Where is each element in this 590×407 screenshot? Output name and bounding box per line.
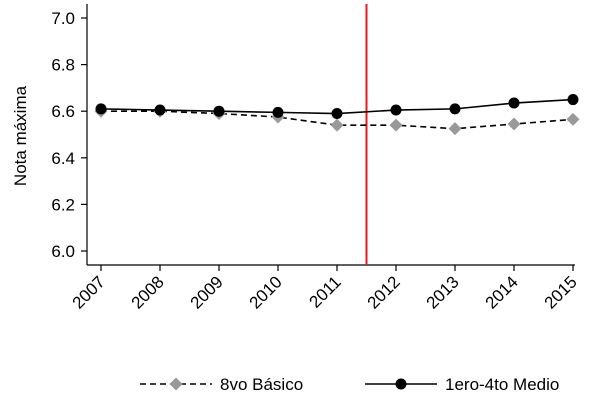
y-tick-label: 6.4 xyxy=(51,149,75,168)
series-line xyxy=(101,110,574,130)
series-1ero-4to-medio xyxy=(95,94,579,120)
series-layer xyxy=(94,94,580,136)
x-tick-label: 2007 xyxy=(69,272,109,312)
data-point xyxy=(272,106,284,118)
y-tick-label: 6.0 xyxy=(51,242,75,261)
x-tick-label: 2015 xyxy=(541,272,581,312)
data-point xyxy=(448,122,462,136)
data-point xyxy=(449,103,461,115)
y-tick-label: 6.6 xyxy=(51,102,75,121)
x-axis: 2007 2008 2009 2010 2011 2012 2013 2014 2015 xyxy=(69,264,581,313)
data-point xyxy=(508,97,520,109)
data-point xyxy=(154,104,166,116)
y-tick-label: 6.2 xyxy=(51,195,75,214)
data-point xyxy=(213,105,225,117)
x-tick-label: 2010 xyxy=(246,272,286,312)
y-axis-label: Nota máxima xyxy=(11,85,30,186)
x-tick-label: 2014 xyxy=(482,272,522,312)
legend-marker xyxy=(395,378,407,390)
legend-marker xyxy=(169,377,183,391)
data-point xyxy=(567,94,579,106)
x-tick-label: 2008 xyxy=(128,272,168,312)
data-point xyxy=(95,103,107,115)
y-axis: 6.0 6.2 6.4 6.6 6.8 7.0 xyxy=(51,4,88,265)
data-point xyxy=(566,112,580,126)
data-point xyxy=(330,118,344,132)
legend-label: 8vo Básico xyxy=(220,375,303,394)
data-point xyxy=(331,108,343,120)
y-tick-label: 7.0 xyxy=(51,9,75,28)
x-tick-label: 2011 xyxy=(306,272,345,311)
data-point xyxy=(390,104,402,116)
legend-item: 8vo Básico xyxy=(140,375,303,394)
y-tick-label: 6.8 xyxy=(51,56,75,75)
x-tick-label: 2012 xyxy=(364,272,404,312)
legend-item: 1ero-4to Medio xyxy=(365,375,559,394)
legend: 8vo Básico 1ero-4to Medio xyxy=(140,375,559,394)
data-point xyxy=(507,117,521,131)
legend-label: 1ero-4to Medio xyxy=(445,375,559,394)
x-tick-label: 2013 xyxy=(423,272,463,312)
data-point xyxy=(389,118,403,132)
x-tick-label: 2009 xyxy=(187,272,227,312)
